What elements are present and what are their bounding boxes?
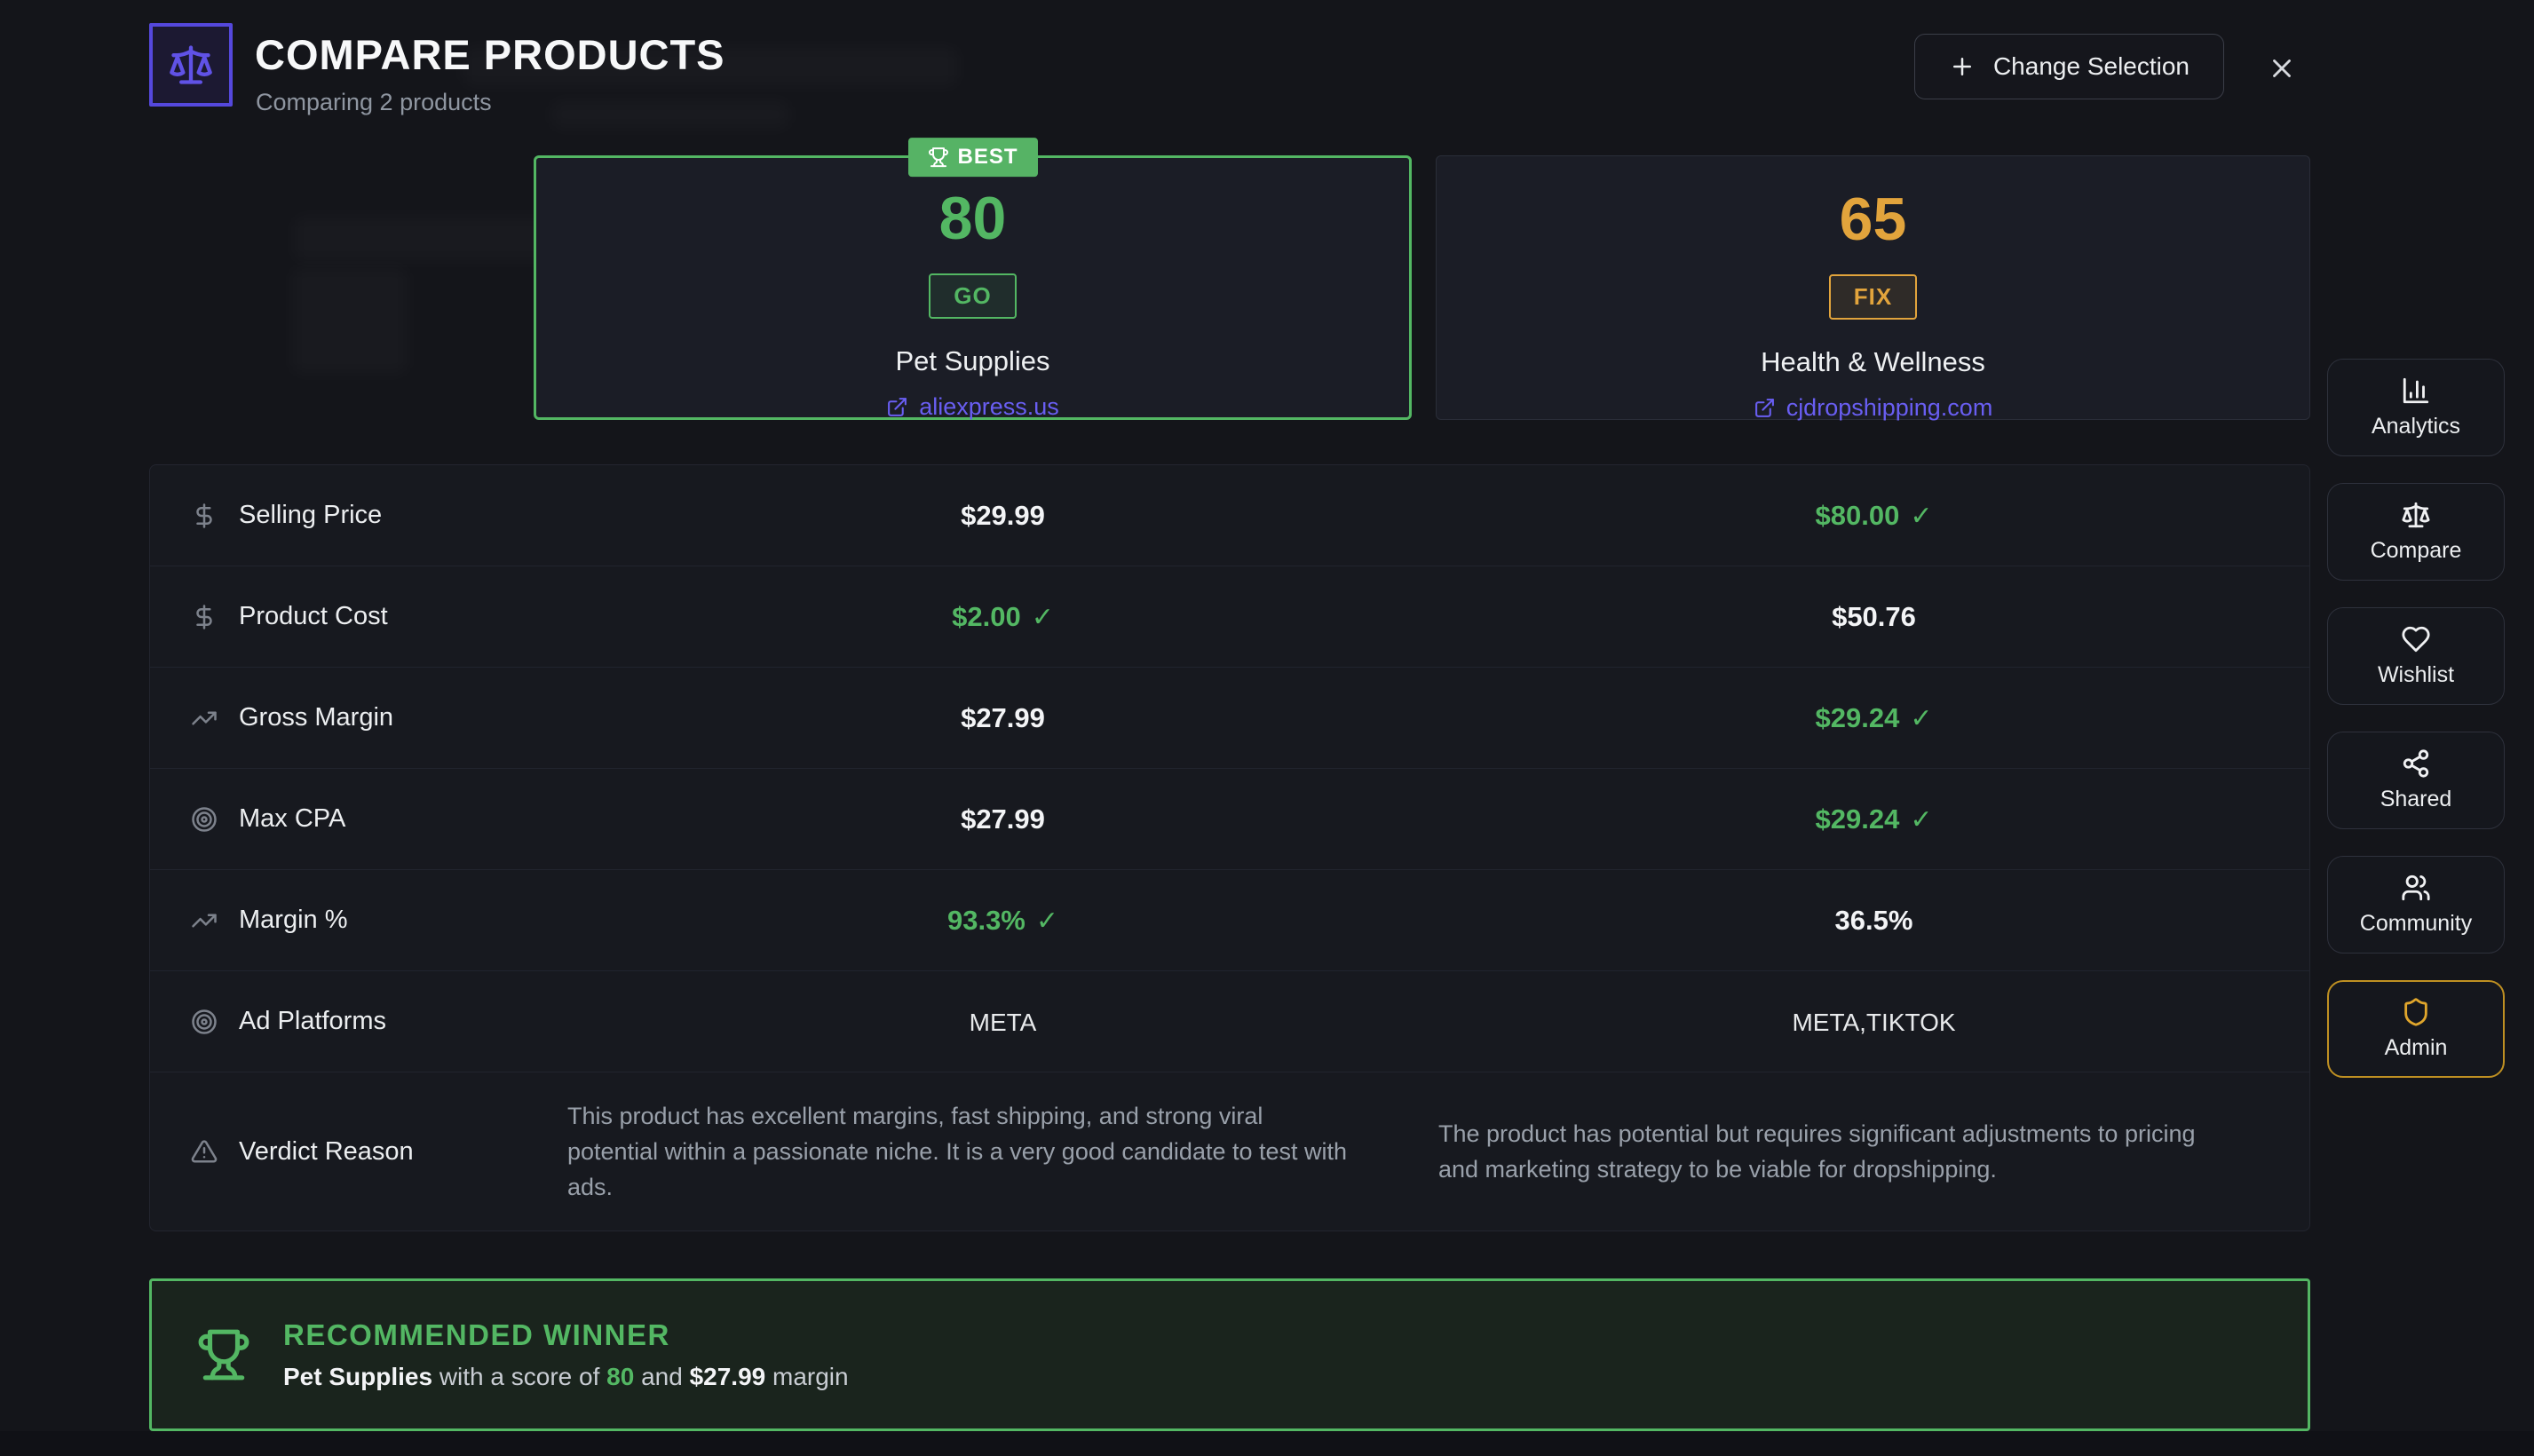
product-name: Health & Wellness (1761, 346, 1985, 377)
product-cards: BEST 80 GO Pet Supplies aliexpress.us 65… (534, 138, 2310, 422)
check-icon: ✓ (1035, 906, 1059, 936)
heart-icon (2401, 624, 2431, 654)
toolbar-label: Wishlist (2377, 662, 2455, 687)
toolbar-label: Analytics (2371, 414, 2461, 439)
cell-value: $29.99 (961, 499, 1045, 531)
winner-title: RECOMMENDED WINNER (283, 1318, 670, 1351)
table-row-verdict-reason: Verdict Reason This product has excellen… (150, 1072, 2309, 1230)
trending-up-icon (191, 705, 218, 732)
toolbar-button-analytics[interactable]: Analytics (2327, 359, 2505, 456)
share-icon (2401, 748, 2431, 779)
page-title: COMPARE PRODUCTS (255, 31, 725, 78)
check-icon: ✓ (1910, 804, 1933, 835)
winner-text: with a score of (439, 1363, 600, 1390)
alert-triangle-icon (191, 1138, 218, 1165)
check-icon: ✓ (1910, 703, 1933, 733)
row-label: Ad Platforms (239, 1007, 386, 1035)
comparison-table: Selling Price $29.99 $80.00 ✓ Product Cos… (149, 464, 2310, 1231)
product-card-health-wellness: 65 FIX Health & Wellness cjdropshipping.… (1436, 155, 2310, 422)
product-source-link[interactable]: aliexpress.us (886, 393, 1059, 421)
compare-logo (149, 23, 233, 107)
product-card-pet-supplies: BEST 80 GO Pet Supplies aliexpress.us (534, 138, 1412, 421)
cell-value: $80.00 (1815, 499, 1900, 531)
cell-value: $27.99 (961, 803, 1045, 835)
dollar-icon (191, 502, 218, 529)
external-link-icon (886, 396, 908, 418)
cell-value: $29.24 (1815, 803, 1900, 835)
verdict-reason-left: This product has excellent margins, fast… (567, 1103, 1348, 1200)
recommended-winner-panel: RECOMMENDED WINNER Pet Supplies with a s… (149, 1278, 2310, 1431)
cell-value: META (969, 1008, 1037, 1036)
trophy-icon (196, 1327, 251, 1382)
users-icon (2401, 873, 2431, 903)
toolbar-label: Community (2359, 911, 2473, 936)
trophy-icon (927, 146, 948, 168)
product-source-link[interactable]: cjdropshipping.com (1754, 394, 1993, 422)
dollar-icon (191, 604, 218, 630)
plus-icon (1949, 53, 1976, 80)
product-source-label: aliexpress.us (919, 393, 1059, 420)
page-subtitle: Comparing 2 products (256, 89, 492, 115)
bar-chart-icon (2401, 376, 2431, 406)
product-score: 80 (938, 185, 1007, 252)
toolbar-button-wishlist[interactable]: Wishlist (2327, 607, 2505, 705)
table-row-ad-platforms: Ad Platforms META META,TIKTOK (150, 971, 2309, 1072)
cell-value: $29.24 (1815, 701, 1900, 733)
row-label: Gross Margin (239, 703, 394, 732)
winner-score: 80 (606, 1363, 635, 1390)
change-selection-label: Change Selection (1992, 52, 2190, 80)
cell-value: 36.5% (1834, 904, 1913, 936)
product-score: 65 (1839, 186, 1907, 253)
row-label: Margin % (239, 906, 348, 934)
product-source-label: cjdropshipping.com (1786, 394, 1993, 421)
table-row-max-cpa: Max CPA $27.99 $29.24 ✓ (150, 769, 2309, 870)
cell-value: $50.76 (1832, 600, 1916, 632)
toolbar-label: Admin (2384, 1035, 2448, 1060)
cell-value: $2.00 (952, 600, 1021, 632)
verdict-reason-right: The product has potential but requires s… (1438, 1120, 2196, 1183)
best-badge-label: BEST (957, 145, 1018, 170)
change-selection-button[interactable]: Change Selection (1913, 34, 2224, 99)
scale-icon (168, 42, 214, 88)
toolbar-button-compare[interactable]: Compare (2327, 483, 2505, 581)
best-badge: BEST (907, 138, 1038, 178)
toolbar-button-community[interactable]: Community (2327, 856, 2505, 954)
toolbar-label: Shared (2380, 787, 2452, 811)
winner-product: Pet Supplies (283, 1363, 433, 1390)
verdict-badge-fix: FIX (1828, 274, 1918, 320)
external-link-icon (1754, 397, 1776, 419)
check-icon: ✓ (1910, 501, 1933, 531)
winner-summary: Pet Supplies with a score of 80 and $27.… (283, 1363, 849, 1391)
close-icon[interactable] (2262, 49, 2301, 88)
product-name: Pet Supplies (895, 345, 1050, 376)
cell-value: $27.99 (961, 701, 1045, 733)
target-icon (191, 1009, 218, 1035)
scale-icon (2401, 500, 2431, 530)
table-row-gross-margin: Gross Margin $27.99 $29.24 ✓ (150, 668, 2309, 769)
toolbar-button-admin[interactable]: Admin (2327, 980, 2505, 1078)
toolbar-label: Compare (2370, 538, 2462, 563)
winner-margin: $27.99 (689, 1363, 766, 1390)
winner-text: margin (772, 1363, 849, 1390)
ghost-artifact (550, 99, 790, 130)
cell-value: META,TIKTOK (1792, 1008, 1956, 1036)
table-row-product-cost: Product Cost $2.00 ✓ $50.76 (150, 566, 2309, 668)
target-icon (191, 806, 218, 833)
row-label: Selling Price (239, 501, 383, 529)
verdict-badge-go: GO (929, 273, 1017, 319)
row-label: Max CPA (239, 804, 346, 833)
row-label: Product Cost (239, 602, 388, 630)
table-row-selling-price: Selling Price $29.99 $80.00 ✓ (150, 465, 2309, 566)
toolbar-button-shared[interactable]: Shared (2327, 732, 2505, 829)
trending-up-icon (191, 907, 218, 934)
cell-value: 93.3% (946, 904, 1025, 936)
row-label: Verdict Reason (239, 1136, 414, 1166)
winner-text: and (641, 1363, 683, 1390)
ghost-artifact (291, 266, 408, 375)
shield-icon (2401, 997, 2431, 1027)
side-toolbar: Analytics Compare Wishlist Shared Commun… (2327, 359, 2505, 1078)
table-row-margin-percent: Margin % 93.3% ✓ 36.5% (150, 870, 2309, 971)
check-icon: ✓ (1031, 602, 1054, 632)
